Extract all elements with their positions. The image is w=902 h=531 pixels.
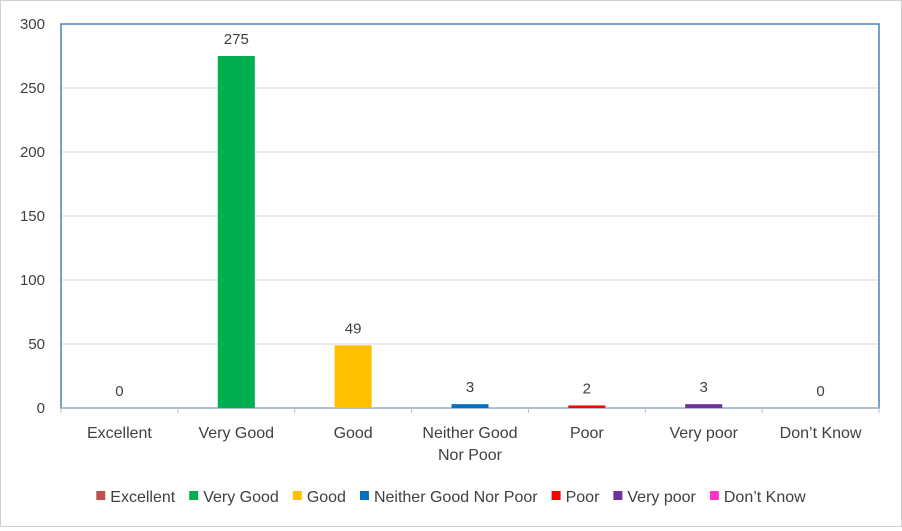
y-tick-label: 300	[20, 16, 45, 33]
y-tick-label: 50	[28, 336, 45, 353]
legend-label: Neither Good Nor Poor	[374, 489, 538, 506]
data-label: 3	[466, 379, 474, 396]
x-tick-label: Neither Good	[422, 425, 517, 442]
legend-label: Poor	[566, 489, 600, 506]
legend-swatch	[189, 491, 199, 500]
data-label: 3	[700, 379, 708, 396]
data-label: 0	[115, 383, 123, 400]
x-tick-label: Nor Poor	[438, 447, 503, 464]
legend-label: Don’t Know	[724, 489, 806, 506]
legend-item: Poor	[551, 489, 600, 506]
gridlines	[61, 23, 879, 345]
data-labels: 0 275 49 3 2 3 0	[115, 31, 824, 400]
bars	[217, 56, 723, 408]
legend-item: Good	[292, 489, 346, 506]
legend-label: Very Good	[203, 489, 279, 506]
legend-label: Very poor	[627, 489, 696, 506]
x-tick-label: Very Good	[198, 425, 274, 442]
legend-item: Very poor	[613, 489, 697, 506]
bar-neither-good-nor-poor	[451, 404, 489, 408]
y-tick-label: 150	[20, 208, 45, 225]
x-tick-label: Excellent	[87, 425, 152, 442]
legend-item: Excellent	[96, 489, 176, 506]
legend-swatch	[292, 491, 302, 500]
data-label: 275	[224, 31, 249, 48]
bar-good	[334, 345, 372, 408]
legend-swatch	[359, 491, 369, 500]
x-tick-label: Don’t Know	[780, 425, 862, 442]
data-label: 2	[583, 380, 591, 397]
legend-swatch	[96, 491, 106, 500]
bar-very-poor	[685, 404, 723, 408]
legend-item: Don’t Know	[709, 489, 806, 506]
legend: Excellent Very Good Good Neither Good Nor P…	[96, 489, 806, 506]
y-tick-label: 250	[20, 80, 45, 97]
y-tick-label: 0	[37, 400, 45, 417]
x-tick-label: Poor	[570, 425, 604, 442]
legend-label: Good	[307, 489, 346, 506]
legend-label: Excellent	[110, 489, 175, 506]
data-label: 0	[816, 383, 824, 400]
legend-item: Neither Good Nor Poor	[359, 489, 538, 506]
y-tick-label: 100	[20, 272, 45, 289]
bar-poor	[568, 405, 606, 408]
bar-very-good	[217, 56, 255, 408]
x-tick-label: Good	[334, 425, 373, 442]
x-tick-label: Very poor	[669, 425, 738, 442]
legend-swatch	[613, 491, 623, 500]
data-label: 49	[345, 320, 362, 337]
legend-item: Very Good	[189, 489, 279, 506]
legend-swatch	[709, 491, 719, 500]
legend-swatch	[551, 491, 561, 500]
y-tick-label: 200	[20, 144, 45, 161]
